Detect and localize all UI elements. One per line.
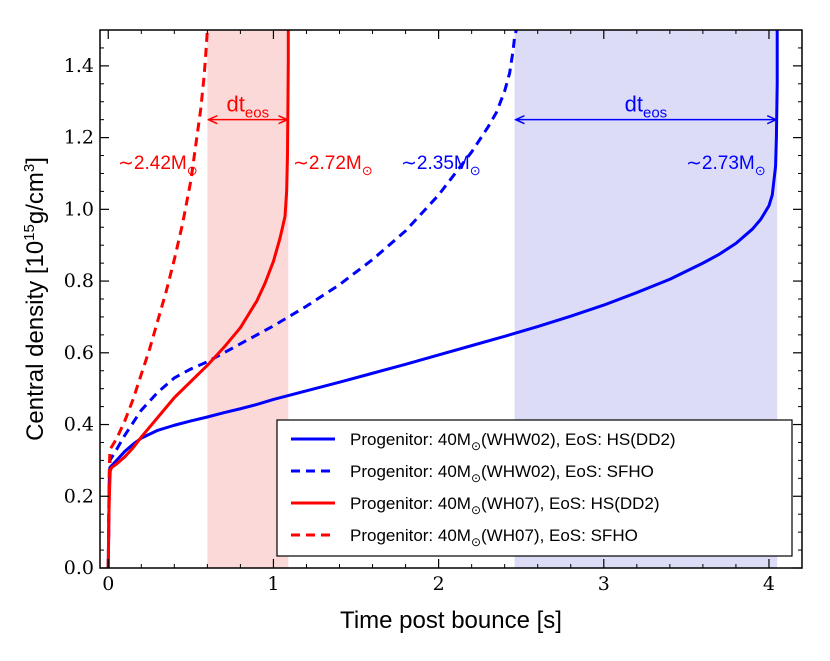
y-tick-label: 1.2 (64, 127, 94, 149)
annotations: ∼2.42M⊙ ∼2.72M⊙ ∼2.35M⊙ ∼2.73M⊙ dteos dteos (118, 92, 776, 178)
legend: Progenitor: 40M⊙(WHW02), EoS: HS(DD2) Pro… (276, 419, 793, 557)
mass-label-blue-left: ∼2.35M⊙ (401, 153, 481, 178)
series-wh07-dd2 (106, 30, 290, 568)
mass-label-red-left: ∼2.42M⊙ (118, 153, 198, 178)
axes: 0 1 2 3 4 0.0 0.2 0.4 0.6 0.8 1.0 1.2 1.4 Time post b… (21, 29, 803, 634)
series-whw02-sfho (106, 30, 518, 568)
mass-label-blue-right: ∼2.73M⊙ (686, 153, 766, 178)
y-tick-label: 0.2 (64, 485, 94, 507)
x-tick-label: 0 (102, 573, 114, 595)
series-whw02-dd2 (106, 30, 779, 568)
y-tick-label: 0.6 (64, 342, 94, 364)
x-tick-label: 3 (598, 573, 610, 595)
y-tick-label: 1.0 (64, 198, 94, 220)
x-axis-label: Time post bounce [s] (340, 607, 562, 634)
legend-label: Progenitor: 40M⊙(WH07), EoS: SFHO (350, 526, 638, 549)
y-tick-label: 0.4 (64, 414, 94, 436)
dt-label-blue: dteos (625, 92, 668, 122)
x-tick-label: 1 (267, 573, 279, 595)
legend-label: Progenitor: 40M⊙(WHW02), EoS: SFHO (350, 462, 654, 485)
mass-label-red-right: ∼2.72M⊙ (293, 153, 373, 178)
legend-label: Progenitor: 40M⊙(WHW02), EoS: HS(DD2) (350, 430, 676, 453)
y-axis-label: Central density [1015g/cm3] (21, 157, 49, 441)
legend-label: Progenitor: 40M⊙(WH07), EoS: HS(DD2) (350, 494, 660, 517)
dt-label-red: dteos (227, 92, 270, 122)
y-tick-label: 0.0 (64, 557, 94, 579)
y-tick-label: 1.4 (64, 55, 94, 77)
x-tick-label: 4 (763, 573, 775, 595)
series-wh07-sfho (106, 30, 209, 568)
x-tick-label: 2 (433, 573, 445, 595)
y-tick-label: 0.8 (64, 270, 94, 292)
series-lines (106, 30, 779, 568)
legend-box (276, 419, 793, 557)
